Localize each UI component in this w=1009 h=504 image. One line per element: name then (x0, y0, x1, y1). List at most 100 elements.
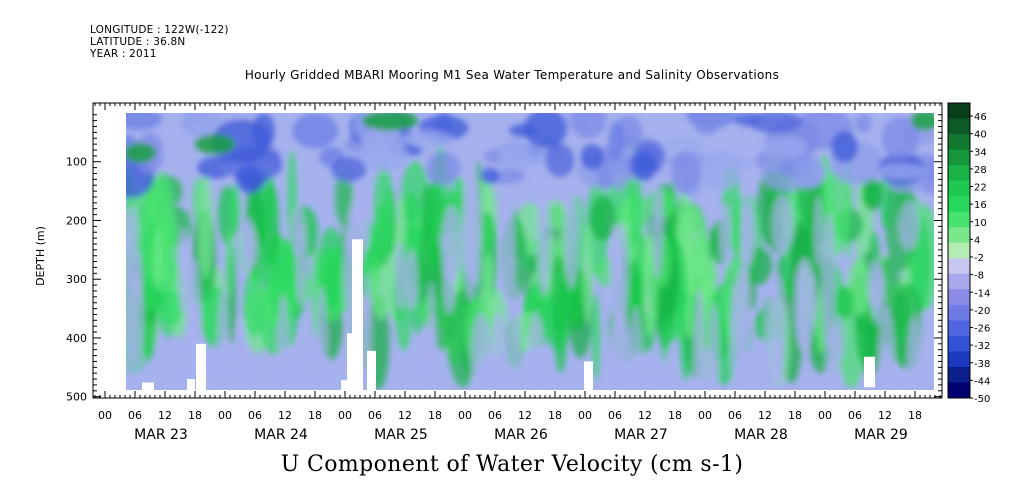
velocity-cell (217, 289, 229, 390)
colorbar-swatch (948, 242, 970, 259)
velocity-cell (148, 230, 181, 294)
colorbar-swatch (948, 118, 970, 135)
velocity-cell (316, 285, 328, 390)
data-gap (352, 239, 363, 390)
velocity-cell (158, 288, 184, 324)
velocity-cell (498, 136, 530, 178)
velocity-cell (153, 227, 162, 287)
velocity-cell (582, 223, 593, 323)
velocity-cell (694, 116, 719, 135)
velocity-cell (230, 183, 240, 235)
velocity-cell (877, 305, 896, 390)
colorbar-label: 40 (974, 130, 987, 141)
x-hour-label: 12 (278, 409, 292, 422)
x-hour-label: 12 (878, 409, 892, 422)
x-day-label: MAR 29 (854, 427, 908, 443)
velocity-cell (318, 227, 344, 307)
colorbar: 46 40 34 28 22 16 10 4 -2 -8 -14 -20 -26 -32 -38 -44 -50 (947, 102, 990, 405)
velocity-cell (426, 313, 437, 390)
velocity-cell (277, 294, 289, 377)
colorbar-label: 16 (974, 200, 987, 211)
variable-title: U Component of Water Velocity (cm s-1) (280, 452, 744, 477)
colorbar-swatch (948, 165, 970, 182)
colorbar-label: 28 (974, 165, 987, 176)
colorbar-frame (947, 102, 971, 399)
velocity-cell (500, 217, 512, 304)
x-hour-label: 12 (398, 409, 412, 422)
velocity-cell (268, 239, 298, 323)
velocity-cell (867, 259, 884, 312)
velocity-cell (133, 250, 143, 305)
colorbar-swatch (948, 351, 970, 368)
velocity-cell (608, 120, 625, 162)
x-hour-label: 06 (728, 409, 742, 422)
velocity-cell (126, 142, 156, 163)
colorbar-label: -2 (974, 253, 984, 264)
velocity-cell (631, 151, 658, 181)
velocity-cell (687, 256, 718, 300)
colorbar-label: 22 (974, 183, 987, 194)
colorbar-swatch (948, 211, 970, 228)
year-label: YEAR : 2011 (90, 48, 157, 60)
velocity-cell (394, 241, 406, 311)
velocity-cell (292, 113, 339, 149)
colorbar-swatch (948, 180, 970, 197)
colorbar-swatch (948, 366, 970, 383)
velocity-cell (508, 283, 521, 390)
velocity-cell (442, 256, 456, 315)
velocity-cell (611, 151, 629, 192)
velocity-cell (720, 204, 732, 262)
x-hour-label: 18 (308, 409, 322, 422)
x-hour-label: 00 (218, 409, 232, 422)
chart-title: Hourly Gridded MBARI Mooring M1 Sea Wate… (244, 68, 780, 82)
x-hour-label: 06 (608, 409, 622, 422)
velocity-cell (570, 113, 607, 139)
velocity-cell (545, 144, 575, 177)
velocity-cell (820, 212, 837, 351)
data-gap (196, 343, 206, 390)
x-hour-label: 12 (518, 409, 532, 422)
colorbar-swatch (948, 149, 970, 166)
velocity-cell (771, 194, 793, 254)
velocity-cell (580, 144, 604, 170)
velocity-cell (741, 168, 750, 298)
velocity-cell (665, 136, 705, 152)
x-hour-label: 18 (668, 409, 682, 422)
velocity-cell (373, 165, 394, 255)
data-gap (864, 356, 875, 388)
velocity-cell (671, 151, 702, 195)
velocity-cell (502, 319, 509, 377)
velocity-cell (396, 196, 407, 249)
colorbar-swatch (948, 304, 970, 321)
colorbar-label: 34 (974, 147, 987, 158)
velocity-cell (862, 178, 883, 212)
velocity-cell (685, 300, 694, 339)
velocity-cell (898, 200, 920, 251)
y-tick-label: 200 (66, 214, 87, 227)
plot-frame (92, 102, 943, 399)
data-gap (187, 379, 195, 390)
velocity-cell (831, 131, 858, 163)
velocity-cell (362, 113, 418, 131)
colorbar-swatch (948, 273, 970, 290)
velocity-cell (405, 249, 419, 310)
colorbar-swatch (948, 335, 970, 352)
velocity-cell (236, 317, 248, 390)
velocity-cell (761, 135, 808, 160)
colorbar-label: -20 (974, 306, 990, 317)
velocity-cell (748, 113, 803, 133)
x-hour-label: 00 (338, 409, 352, 422)
data-gap (347, 333, 353, 390)
x-hour-label: 00 (458, 409, 472, 422)
velocity-cell (198, 175, 213, 279)
colorbar-label: 46 (974, 112, 987, 123)
x-day-label: MAR 28 (734, 427, 788, 443)
velocity-cell (402, 130, 453, 148)
x-hour-label: 00 (578, 409, 592, 422)
velocity-cell (291, 338, 300, 390)
velocity-cell (824, 325, 842, 387)
colorbar-label: -14 (974, 288, 990, 299)
velocity-cell (262, 182, 280, 267)
x-hour-label: 18 (908, 409, 922, 422)
